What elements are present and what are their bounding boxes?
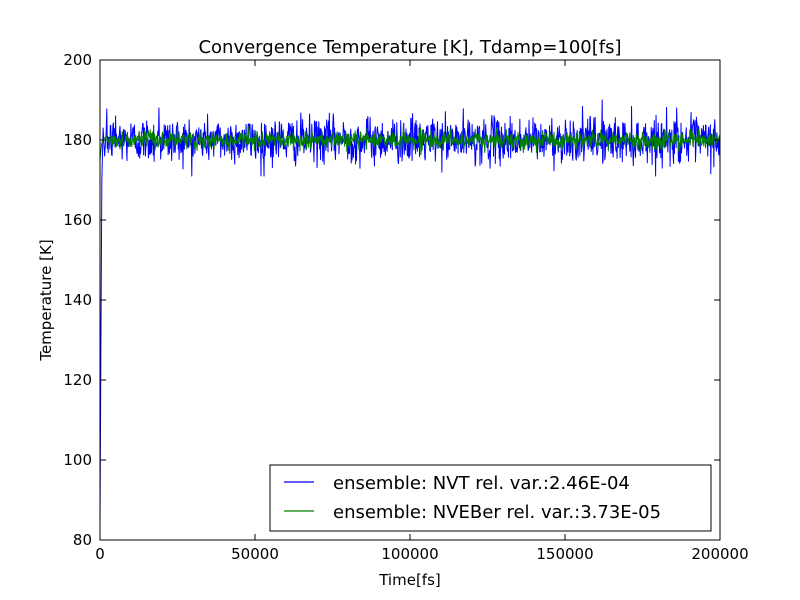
y-tick-label: 200	[63, 51, 92, 69]
y-tick-label: 140	[63, 291, 92, 309]
series-line-nveber	[99, 123, 721, 161]
plot-series	[99, 99, 721, 525]
y-tick-labels: 80 100 120 140 160 180 200	[63, 51, 92, 549]
x-tick-label: 0	[95, 545, 105, 563]
x-tick-label: 200000	[691, 545, 748, 563]
y-tick-label: 100	[63, 451, 92, 469]
x-tick-label: 150000	[536, 545, 593, 563]
y-tick-label: 80	[73, 531, 92, 549]
x-tick-labels: 0 50000 100000 150000 200000	[95, 545, 748, 563]
y-tick-label: 180	[63, 131, 92, 149]
chart-title: Convergence Temperature [K], Tdamp=100[f…	[198, 37, 621, 58]
legend-label-nvt: ensemble: NVT rel. var.:2.46E-04	[333, 473, 630, 494]
y-tick-label: 120	[63, 371, 92, 389]
plot-frame	[99, 59, 721, 541]
legend-label-nveber: ensemble: NVEBer rel. var.:3.73E-05	[333, 502, 661, 523]
x-tick-label: 100000	[381, 545, 438, 563]
legend: ensemble: NVT rel. var.:2.46E-04 ensembl…	[269, 464, 712, 532]
x-axis-label: Time[fs]	[378, 571, 441, 589]
y-axis-label: Temperature [K]	[37, 239, 55, 361]
legend-box	[269, 464, 712, 532]
y-tick-label: 160	[63, 211, 92, 229]
x-tick-label: 50000	[231, 545, 279, 563]
